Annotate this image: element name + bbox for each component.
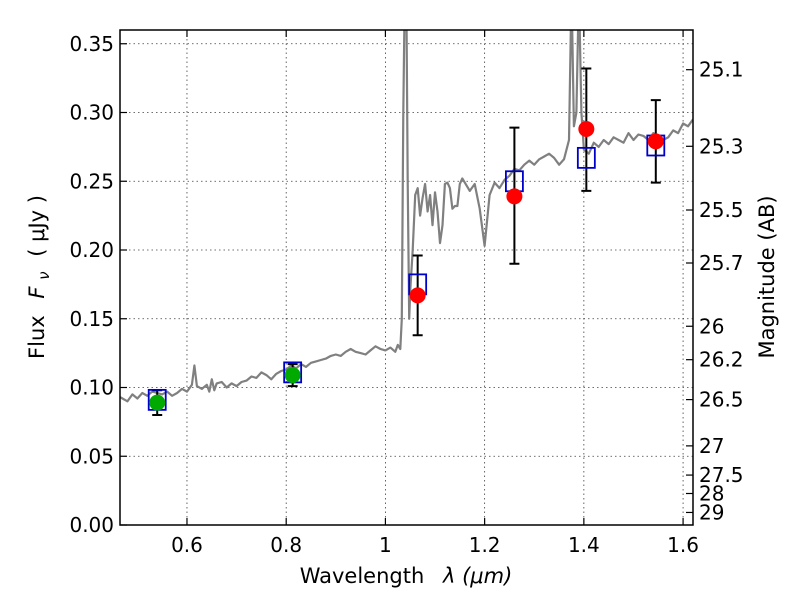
magnitude-tick-label: 25.7 bbox=[699, 251, 744, 275]
observed-flux-point bbox=[284, 367, 301, 384]
magnitude-tick-label: 25.5 bbox=[699, 198, 744, 222]
y-axis-ticks: 0.00 0.05 0.10 0.15 0.20 0.25 0.30 0.35 bbox=[69, 32, 127, 537]
x-tick-label: 1.6 bbox=[667, 533, 699, 557]
observed-flux-point bbox=[409, 287, 426, 304]
plot-frame bbox=[119, 29, 694, 526]
y-axis-label-text: Flux bbox=[25, 315, 49, 359]
observed-flux-point bbox=[647, 133, 664, 150]
observed-flux-point bbox=[506, 188, 523, 205]
x-tick-label: 1.2 bbox=[469, 533, 501, 557]
y-tick-label: 0.25 bbox=[69, 169, 114, 193]
x-tick-label: 0.8 bbox=[270, 533, 302, 557]
magnitude-tick-label: 26.2 bbox=[699, 348, 744, 372]
observed-flux-point bbox=[578, 121, 595, 137]
y-axis-label-subscript: ν bbox=[35, 271, 53, 279]
y-axis-label: Flux F ν ( μJy ) bbox=[25, 195, 54, 359]
magnitude-tick-label: 26.5 bbox=[699, 388, 744, 412]
observed-photometry-points bbox=[149, 121, 664, 411]
x-tick-label: 1 bbox=[379, 533, 392, 557]
y-tick-label: 0.05 bbox=[69, 444, 114, 468]
x-tick-label: 1.4 bbox=[568, 533, 600, 557]
y-tick-label: 0.30 bbox=[69, 101, 114, 125]
magnitude-axis-label: Magnitude (AB) bbox=[755, 195, 779, 358]
x-axis-label-math: λ (μm) bbox=[442, 564, 512, 588]
magnitude-tick-label: 27 bbox=[699, 434, 724, 458]
y-axis-label-symbol: F bbox=[25, 286, 49, 299]
y-tick-label: 0.20 bbox=[69, 238, 114, 262]
x-axis-label: Wavelength λ (μm) bbox=[300, 564, 513, 588]
grid-lines bbox=[120, 30, 693, 525]
magnitude-tick-label: 25.3 bbox=[699, 134, 744, 158]
y-axis-label-unit: ( μJy ) bbox=[25, 195, 49, 257]
magnitude-tick-label: 28 bbox=[699, 482, 724, 506]
y-tick-label: 0.35 bbox=[69, 32, 114, 56]
y-tick-label: 0.00 bbox=[69, 513, 114, 537]
x-axis-label-text: Wavelength bbox=[300, 564, 425, 588]
magnitude-tick-label: 29 bbox=[699, 500, 724, 524]
x-tick-label: 0.6 bbox=[171, 533, 203, 557]
y-tick-label: 0.15 bbox=[69, 307, 114, 331]
magnitude-tick-label: 27.5 bbox=[699, 463, 744, 487]
y-tick-label: 0.10 bbox=[69, 376, 114, 400]
magnitude-tick-label: 26 bbox=[699, 314, 724, 338]
model-spectrum-line bbox=[120, 30, 693, 403]
magnitude-tick-label: 25.1 bbox=[699, 58, 744, 82]
x-axis-ticks: 0.6 0.8 1 1.2 1.4 1.6 bbox=[171, 30, 699, 557]
observed-flux-point bbox=[149, 394, 166, 411]
model-flux-point bbox=[576, 146, 596, 169]
